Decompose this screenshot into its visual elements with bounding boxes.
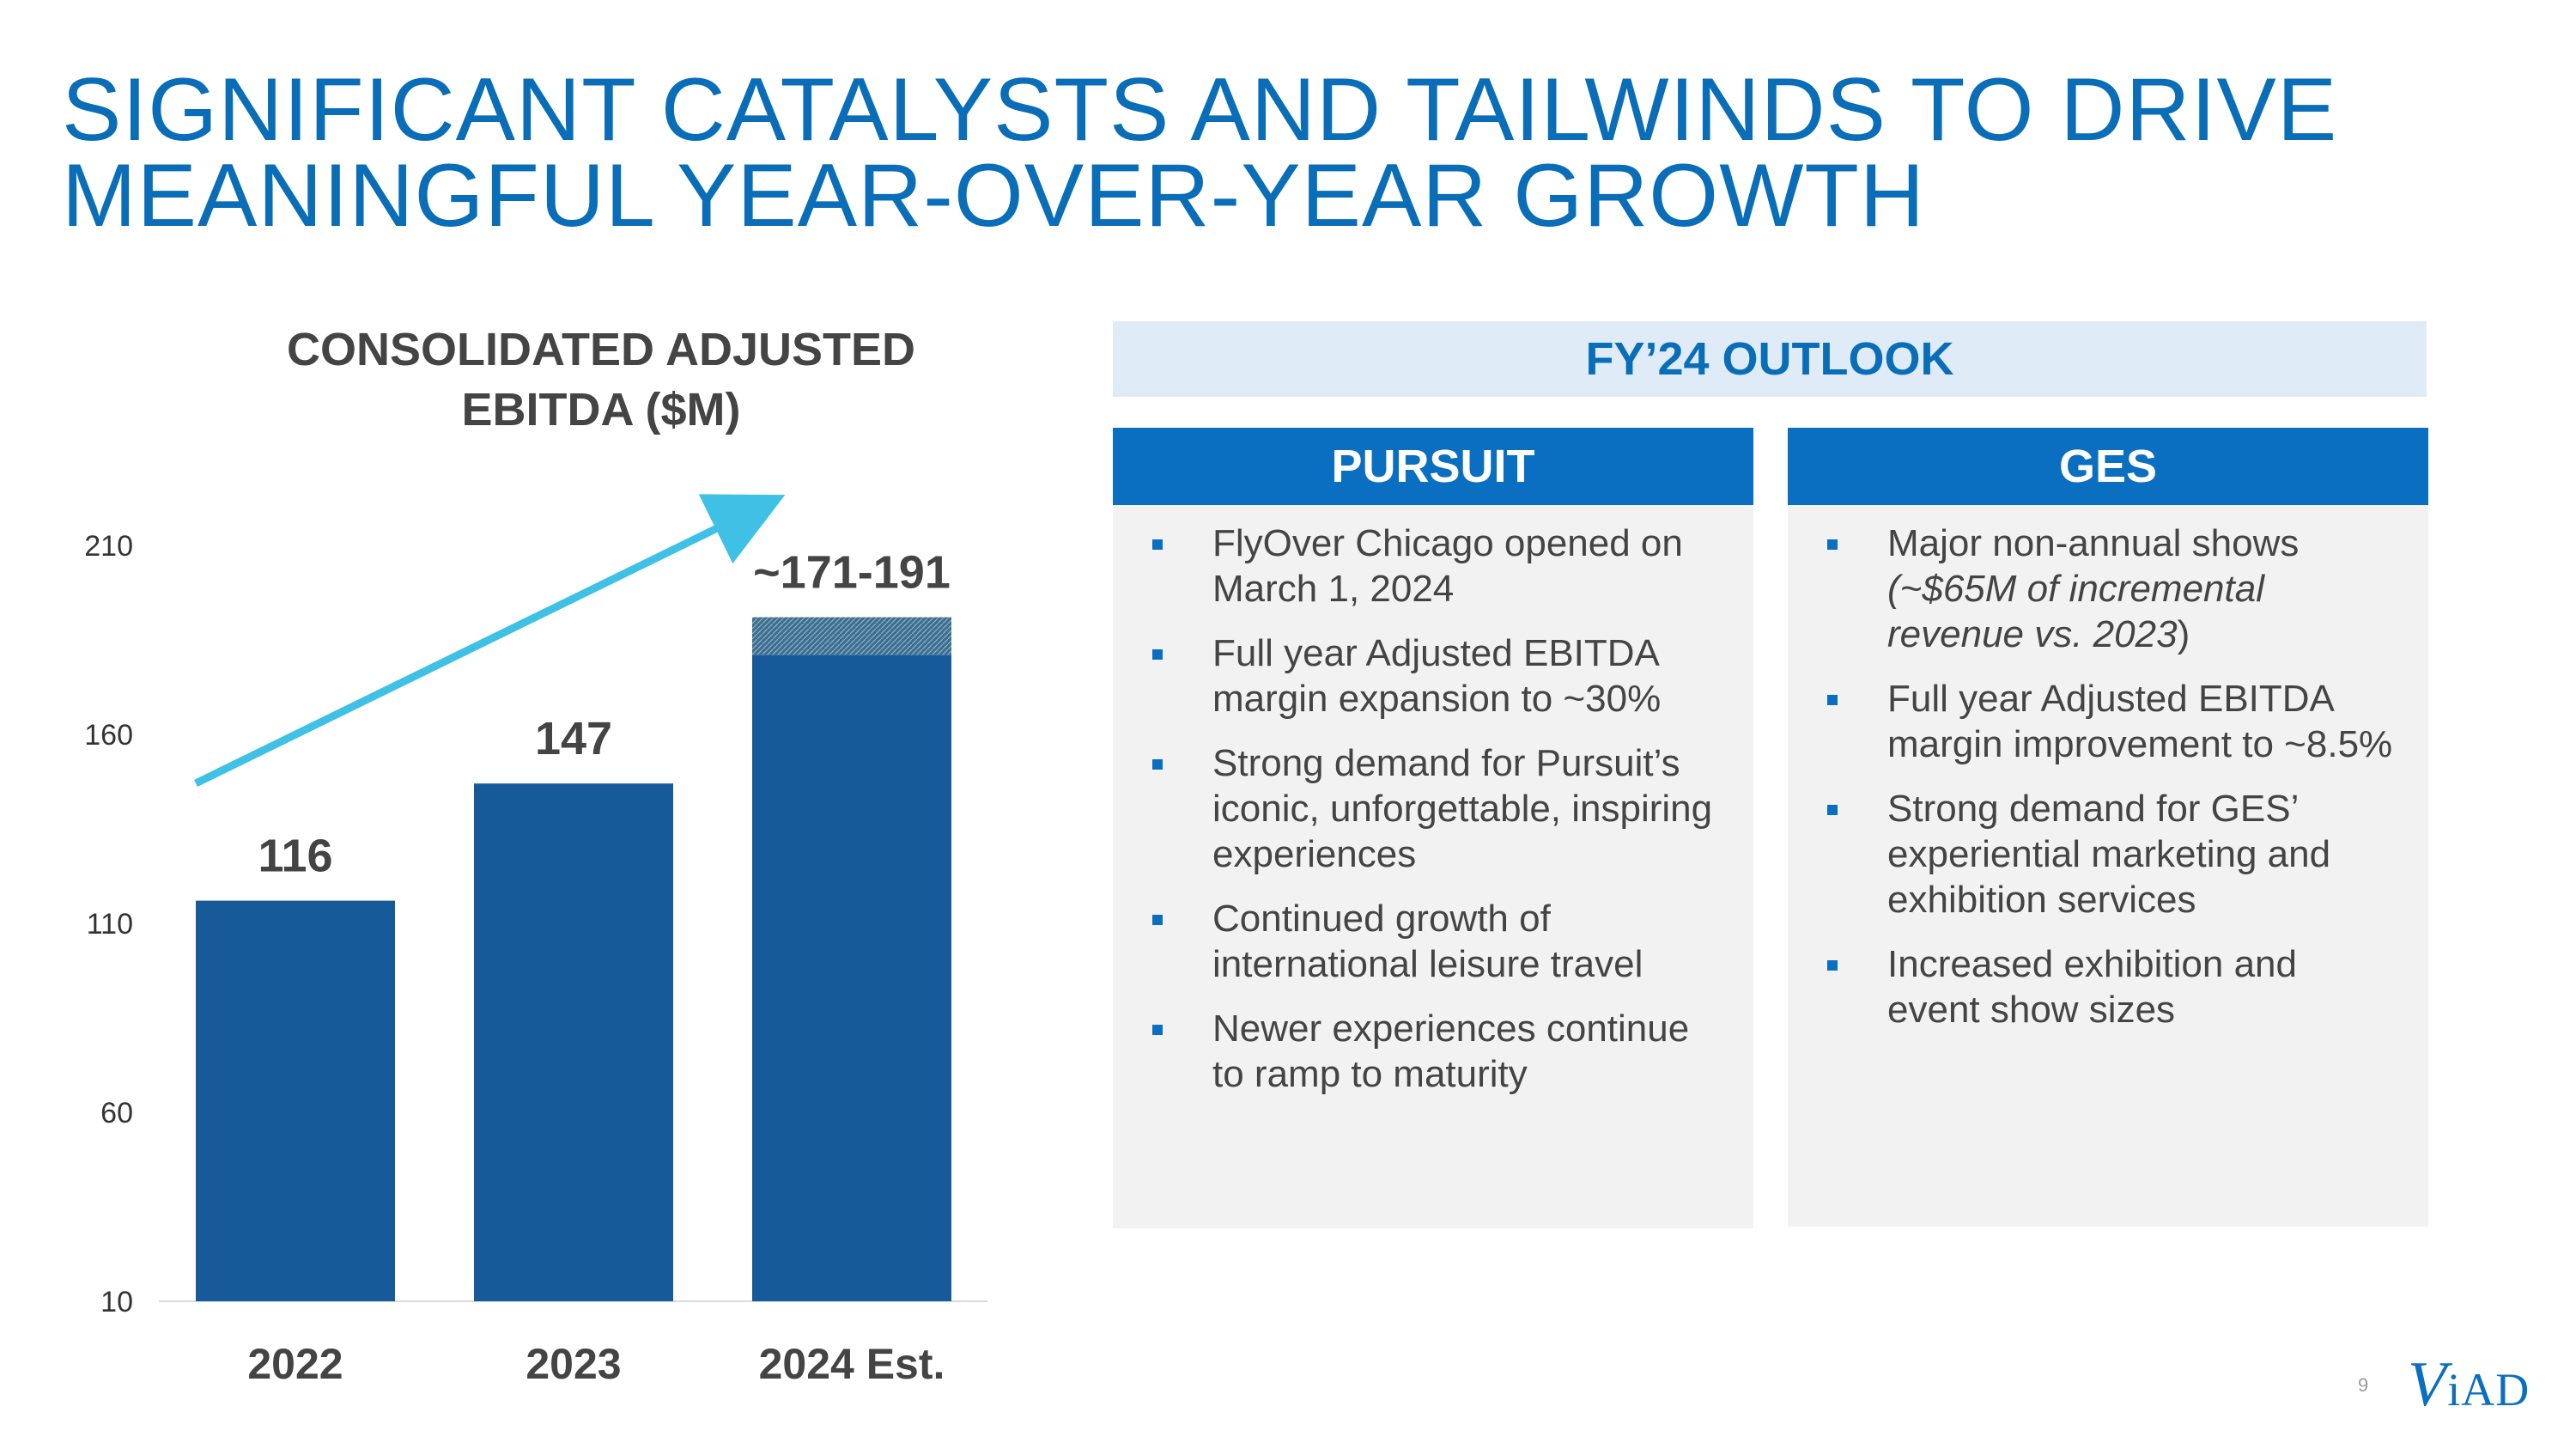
bullet-text: FlyOver Chicago opened on March 1, 2024: [1212, 522, 1683, 610]
chart-title-line-2: EBITDA ($M): [461, 384, 741, 435]
pursuit-bullet: FlyOver Chicago opened on March 1, 2024: [1152, 521, 1719, 612]
logo-v: V: [2408, 1349, 2448, 1420]
bullet-square-icon: [1827, 805, 1838, 815]
ebitda-bar-chart: 210 160 110 60 10 116 2022 147 2023 ~171-191 2024 …: [84, 494, 987, 1388]
bar-2024est: [752, 654, 951, 1301]
bullet-text: Full year Adjusted EBITDA margin improve…: [1887, 678, 2393, 765]
ges-bullet: Major non-annual shows (~$65M of incremen…: [1827, 521, 2394, 657]
slide-title: SIGNIFICANT CATALYSTS AND TAILWINDS TO D…: [62, 60, 2466, 246]
category-label: 2024 Est.: [759, 1340, 945, 1388]
bullet-square-icon: [1152, 649, 1163, 660]
bullet-square-icon: [1827, 539, 1838, 550]
pursuit-panel-title: PURSUIT: [1113, 428, 1753, 505]
chart-title-line-1: CONSOLIDATED ADJUSTED: [286, 324, 916, 375]
bar-2023: [474, 783, 673, 1301]
bullet-square-icon: [1827, 960, 1838, 971]
bullet-square-icon: [1152, 539, 1163, 550]
bullet-text: Increased exhibition and event show size…: [1887, 943, 2297, 1031]
bullet-text-close: ): [2177, 613, 2190, 655]
bullet-text: Strong demand for Pursuit’s iconic, unfo…: [1212, 742, 1713, 875]
bullet-text: Strong demand for GES’ experiential mark…: [1887, 788, 2331, 921]
data-label: 116: [258, 831, 332, 882]
chart-title: CONSOLIDATED ADJUSTED EBITDA ($M): [197, 320, 1005, 440]
ges-bullet: Strong demand for GES’ experiential mark…: [1827, 786, 2394, 922]
bullet-text: Major non-annual shows: [1887, 522, 2300, 564]
bar-2022: [196, 900, 395, 1301]
bullet-text: Continued growth of international leisur…: [1212, 898, 1643, 985]
bullet-text-italic: (~$65M of incremental revenue vs. 2023: [1887, 568, 2264, 655]
trend-arrow-icon: [194, 494, 786, 788]
y-tick-label: 110: [87, 908, 133, 941]
pursuit-bullet: Strong demand for Pursuit’s iconic, unfo…: [1152, 740, 1719, 877]
bullet-square-icon: [1152, 915, 1163, 925]
page-number: 9: [2358, 1374, 2369, 1396]
logo-rest: iAD: [2447, 1364, 2530, 1416]
bar-range-band: [752, 617, 951, 655]
viad-logo: ViAD: [2408, 1349, 2530, 1422]
category-label: 2022: [247, 1340, 343, 1388]
bullet-square-icon: [1152, 759, 1163, 770]
pursuit-panel: PURSUIT FlyOver Chicago opened on March …: [1113, 428, 1753, 1228]
pursuit-bullet: Full year Adjusted EBITDA margin expansi…: [1152, 630, 1719, 721]
data-label: ~171-191: [753, 547, 951, 599]
ges-panel: GES Major non-annual shows (~$65M of incr…: [1788, 428, 2428, 1227]
pursuit-bullet: Newer experiences continue to ramp to ma…: [1152, 1006, 1719, 1097]
bullet-square-icon: [1152, 1025, 1163, 1035]
y-tick-label: 210: [84, 530, 133, 563]
bullet-text: Full year Adjusted EBITDA margin expansi…: [1212, 632, 1662, 720]
data-label: 147: [535, 713, 612, 764]
slide-title-line-2: MEANINGFUL YEAR-OVER-YEAR GROWTH: [62, 146, 1925, 246]
ges-panel-title: GES: [1788, 428, 2428, 505]
y-tick-label: 10: [100, 1286, 133, 1318]
bullet-square-icon: [1827, 695, 1838, 705]
slide-title-line-1: SIGNIFICANT CATALYSTS AND TAILWINDS TO D…: [62, 60, 2338, 160]
ges-bullet-list: Major non-annual shows (~$65M of incremen…: [1788, 505, 2428, 1032]
ges-bullet: Increased exhibition and event show size…: [1827, 941, 2394, 1032]
category-label: 2023: [526, 1340, 621, 1388]
bullet-text: Newer experiences continue to ramp to ma…: [1212, 1008, 1690, 1095]
pursuit-bullet: Continued growth of international leisur…: [1152, 896, 1719, 987]
pursuit-bullet-list: FlyOver Chicago opened on March 1, 2024 …: [1113, 505, 1753, 1097]
ges-bullet: Full year Adjusted EBITDA margin improve…: [1827, 676, 2394, 767]
outlook-header: FY’24 OUTLOOK: [1113, 321, 2427, 397]
y-tick-label: 60: [100, 1097, 133, 1129]
y-tick-label: 160: [84, 719, 133, 752]
